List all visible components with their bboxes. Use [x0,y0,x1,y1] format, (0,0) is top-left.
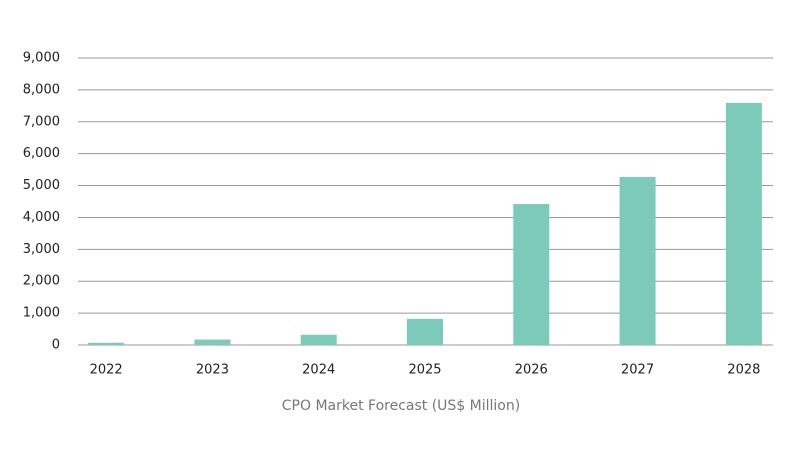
bar [407,318,443,345]
x-tick-label: 2028 [727,363,760,378]
y-tick-label: 9,000 [23,51,60,66]
x-tick-label: 2022 [90,363,123,378]
y-tick-label: 2,000 [23,274,60,289]
y-tick-label: 1,000 [23,306,60,321]
x-tick-label: 2024 [302,363,335,378]
y-tick-label: 8,000 [23,82,60,97]
y-tick-label: 6,000 [23,146,60,161]
bar [194,339,231,345]
bar [725,102,762,345]
y-tick-label: 4,000 [23,210,60,225]
x-tick-label: 2026 [515,363,548,378]
x-tick-label: 2027 [621,363,654,378]
y-tick-label: 0 [52,338,60,353]
chart-title: CPO Market Forecast (US$ Million) [282,398,520,414]
bar [619,176,656,345]
bar [88,342,125,345]
y-tick-label: 5,000 [23,178,60,193]
x-tick-label: 2023 [196,363,229,378]
bar [300,334,337,345]
y-tick-label: 3,000 [23,242,60,257]
y-tick-label: 7,000 [23,114,60,129]
x-tick-label: 2025 [408,363,441,378]
bar [513,204,550,345]
